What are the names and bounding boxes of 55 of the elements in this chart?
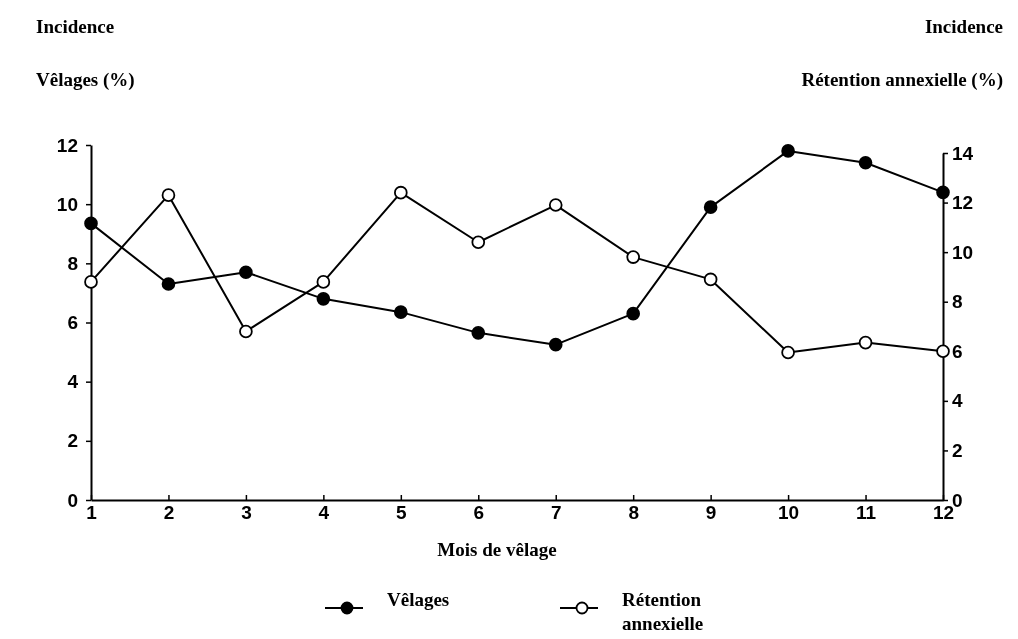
point [936, 344, 950, 359]
y-tick-label: 4 [67, 371, 79, 393]
point [394, 185, 408, 200]
x-tick-label: 9 [705, 502, 717, 524]
point [239, 324, 253, 339]
legend-label: Vêlages [387, 589, 450, 610]
point [703, 272, 718, 287]
x-tick-label: 6 [473, 502, 485, 524]
y-tick-label: 6 [67, 312, 78, 334]
y2-tick-label: 10 [952, 241, 974, 263]
point [781, 144, 795, 158]
point [84, 216, 98, 231]
y2-tick-label: 14 [952, 142, 974, 164]
x-tick-label: 5 [396, 502, 408, 524]
point [781, 345, 795, 360]
x-tick-label: 7 [550, 502, 562, 524]
y-tick-label: 0 [67, 489, 78, 511]
x-tick-label: 2 [163, 502, 175, 524]
point [703, 200, 718, 214]
x-tick-label: 10 [778, 502, 800, 524]
point [936, 185, 950, 200]
point [394, 305, 408, 319]
x-tick-label: 8 [628, 502, 639, 524]
y-tick-label: 8 [67, 252, 78, 274]
y2-tick-label: 4 [952, 390, 963, 412]
y2-tick-label: 12 [952, 192, 974, 214]
point [161, 188, 176, 202]
y2-tick-label: 2 [952, 440, 963, 462]
x-tick-label: 4 [318, 502, 330, 524]
y-tick-label: 12 [56, 134, 78, 156]
point [239, 265, 253, 280]
x-tick-label: 1 [86, 502, 98, 524]
point [471, 326, 486, 340]
point [316, 292, 331, 306]
y2-tick-label: 0 [952, 489, 963, 511]
point [858, 155, 873, 170]
legend-label: Rétention annexielle [622, 589, 704, 634]
x-tick-label: 11 [856, 502, 877, 524]
point [471, 235, 486, 250]
y-tick-label: 10 [56, 193, 78, 215]
point [858, 335, 873, 350]
y2-tick-label: 8 [952, 291, 963, 313]
point [161, 277, 176, 291]
point [84, 275, 98, 289]
x-tick-label: 3 [241, 502, 252, 524]
text: Incidence Rétention annexielle (%) [801, 16, 1003, 90]
y2-tick-label: 6 [952, 340, 963, 362]
point [626, 306, 640, 321]
x-axis-title: Mois de vêlage [437, 539, 557, 560]
point [548, 198, 563, 212]
point [626, 250, 640, 264]
point [548, 337, 563, 352]
point [316, 275, 331, 289]
text: Incidence Vêlages (%) [36, 16, 135, 90]
y-tick-label: 2 [67, 430, 78, 452]
